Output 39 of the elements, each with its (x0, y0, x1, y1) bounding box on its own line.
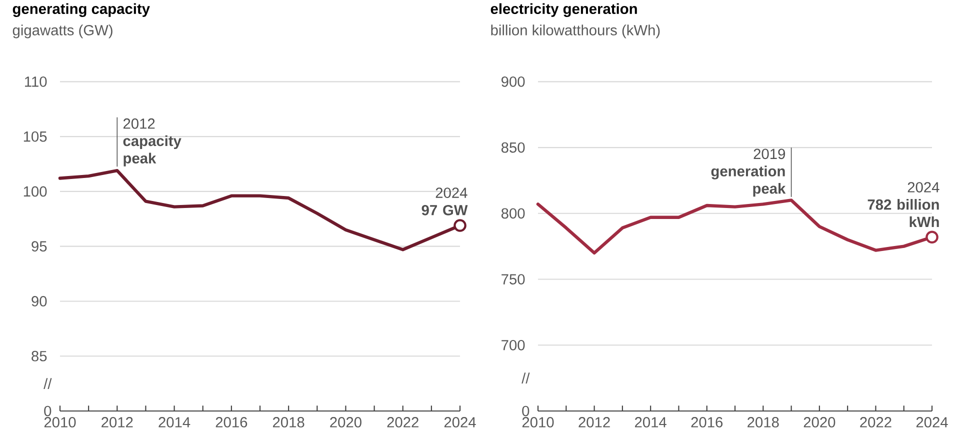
y-tick-label: 105 (24, 131, 47, 142)
text: // (44, 378, 52, 389)
x-tick-label: 2024 (916, 417, 948, 428)
x-tick-label: 2022 (860, 417, 892, 428)
y-tick-label: 95 (32, 241, 47, 252)
x-tick-label: 2012 (102, 417, 133, 428)
x-tick-label: 2020 (804, 417, 836, 428)
x-tick-label: 2016 (216, 417, 248, 428)
x-tick-label: 2014 (158, 417, 190, 428)
chart-title: generating capacity (12, 3, 150, 18)
x-tick-label: 2014 (634, 417, 666, 428)
chart-subtitle: gigawatts (GW) (12, 24, 112, 38)
y-tick-label: 85 (32, 350, 47, 362)
text: 0 (44, 406, 52, 416)
y-tick-label: 110 (25, 76, 47, 87)
text: 0 (522, 406, 530, 416)
y-tick-label: 800 (501, 208, 525, 219)
chart-title: electricity generation (490, 3, 637, 18)
annotation: 2019 generation peak (711, 148, 786, 197)
x-tick-label: 2024 (444, 417, 476, 428)
x-tick-label: 2010 (44, 417, 76, 428)
y-tick-label: 100 (24, 186, 47, 197)
x-tick-label: 2010 (522, 417, 554, 428)
x-tick-label: 2018 (272, 417, 304, 428)
x-tick-label: 2020 (330, 417, 362, 428)
x-tick-label: 2012 (578, 417, 610, 428)
annotation: 2024 97 GW (422, 188, 468, 216)
annotation: 2024 782 billion kWh (868, 182, 940, 227)
x-tick-label: 2018 (748, 417, 779, 428)
y-tick-label: 750 (502, 274, 525, 284)
y-tick-label: 700 (502, 340, 525, 350)
x-tick-label: 2022 (387, 417, 418, 428)
y-tick-label: 850 (501, 142, 525, 153)
text: // (522, 372, 530, 384)
chart-subtitle: billion kilowatthours (kWh) (491, 24, 660, 38)
x-tick-label: 2016 (691, 417, 723, 428)
y-tick-label: 90 (32, 296, 47, 306)
annotation: 2012 capacity peak (123, 118, 182, 166)
y-tick-label: 900 (502, 76, 525, 87)
